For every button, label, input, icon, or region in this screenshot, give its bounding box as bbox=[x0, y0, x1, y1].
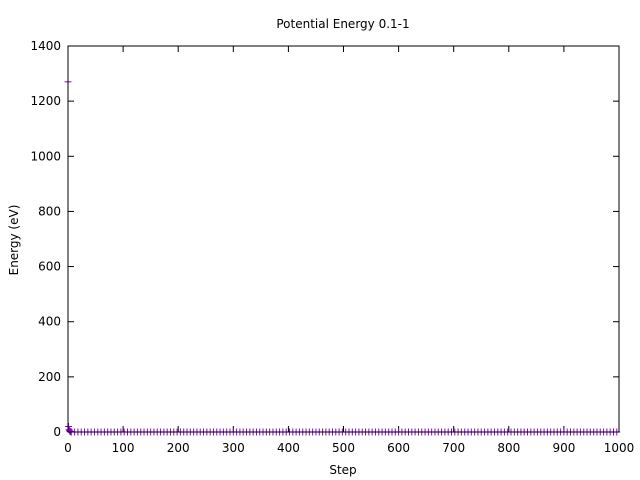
x-tick-label: 100 bbox=[112, 441, 135, 455]
y-tick-label: 1200 bbox=[30, 94, 61, 108]
y-tick-label: 600 bbox=[38, 260, 61, 274]
x-tick-label: 600 bbox=[387, 441, 410, 455]
x-tick-label: 900 bbox=[552, 441, 575, 455]
x-tick-label: 0 bbox=[64, 441, 72, 455]
y-tick-label: 400 bbox=[38, 315, 61, 329]
x-tick-label: 300 bbox=[222, 441, 245, 455]
y-tick-label: 0 bbox=[53, 425, 61, 439]
x-tick-label: 1000 bbox=[604, 441, 635, 455]
x-tick-label: 500 bbox=[332, 441, 355, 455]
plot-frame bbox=[67, 45, 620, 433]
x-tick-label: 400 bbox=[277, 441, 300, 455]
data-point bbox=[65, 422, 73, 430]
x-axis-label: Step bbox=[329, 463, 356, 477]
x-tick-label: 800 bbox=[497, 441, 520, 455]
y-tick-label: 200 bbox=[38, 370, 61, 384]
y-tick-label: 1000 bbox=[30, 149, 61, 163]
y-tick-label: 1400 bbox=[30, 39, 61, 53]
y-tick-label: 800 bbox=[38, 204, 61, 218]
x-tick-label: 200 bbox=[167, 441, 190, 455]
data-point bbox=[66, 427, 74, 435]
x-tick-label: 700 bbox=[442, 441, 465, 455]
chart-title: Potential Energy 0.1-1 bbox=[276, 17, 409, 31]
y-axis-label: Energy (eV) bbox=[7, 205, 21, 276]
